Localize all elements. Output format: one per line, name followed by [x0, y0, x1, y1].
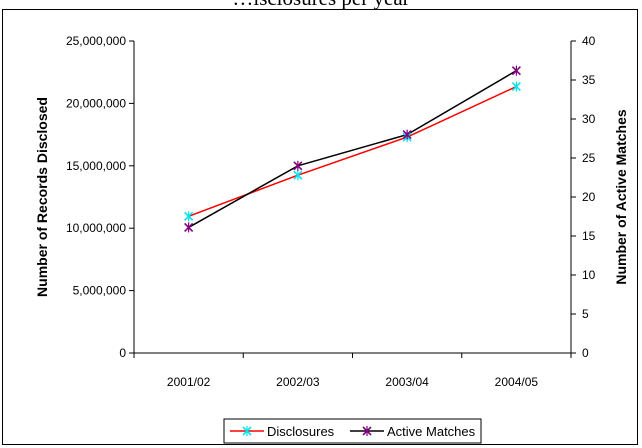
series-lines: [188, 69, 517, 229]
x-tick-label: 2004/05: [495, 375, 539, 389]
y-left-tick-label: 20,000,000: [66, 96, 126, 110]
x-tick-label: 2001/02: [167, 375, 211, 389]
chart-title-text: …isclosures per year: [0, 0, 642, 10]
y-right-tick-label: 5: [582, 307, 589, 321]
y-right-tick-label: 35: [582, 73, 596, 87]
y-left-tick-label: 10,000,000: [66, 221, 126, 235]
tick-labels: 0 5,000,000 10,000,000 15,000,000 20,000,000…: [66, 34, 596, 389]
series-line-active-matches: [188, 69, 517, 229]
y-right-tick-label: 20: [582, 190, 596, 204]
y-right-tick-label: 10: [582, 268, 596, 282]
y-left-tick-label: 5,000,000: [73, 284, 127, 298]
chart-frame: [2, 9, 638, 445]
y-right-tick-label: 0: [582, 346, 589, 360]
series-markers: [184, 65, 521, 233]
y-right-tick-label: 25: [582, 151, 596, 165]
x-tick-label: 2002/03: [276, 375, 320, 389]
y-left-tick-label: 0: [119, 346, 126, 360]
y-right-tick-label: 40: [582, 34, 596, 48]
y-axis-left-title: Number of Records Disclosed: [34, 97, 50, 297]
series-line-disclosures: [188, 85, 517, 218]
legend-label: Disclosures: [267, 424, 335, 439]
y-right-tick-label: 30: [582, 112, 596, 126]
y-axis-right-title: Number of Active Matches: [613, 109, 629, 285]
y-left-tick-label: 15,000,000: [66, 159, 126, 173]
y-right-tick-label: 15: [582, 229, 596, 243]
legend: Disclosures Active Matches: [223, 418, 482, 444]
x-tick-label: 2003/04: [385, 375, 429, 389]
y-left-tick-label: 25,000,000: [66, 34, 126, 48]
chart-title-fragment: …isclosures per year: [0, 0, 642, 10]
axes: [129, 40, 576, 358]
legend-label: Active Matches: [387, 424, 476, 439]
